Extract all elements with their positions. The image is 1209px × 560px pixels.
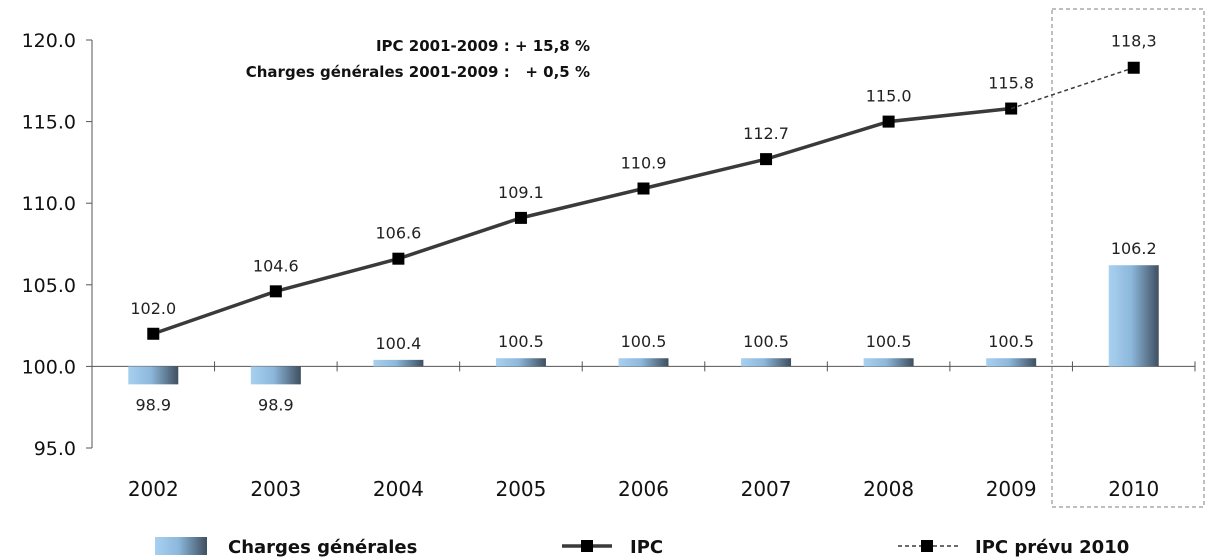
legend-swatch-bar <box>155 537 207 555</box>
annotation-charges: Charges générales 2001-2009 : + 0,5 % <box>246 63 590 81</box>
y-tick-label: 95.0 <box>34 438 76 460</box>
bar-data-label: 106.2 <box>1111 239 1157 258</box>
bar-charges-generales <box>373 359 424 367</box>
annotation-ipc: IPC 2001-2009 : + 15,8 % <box>376 37 590 55</box>
ipc-data-label: 106.6 <box>375 224 421 243</box>
ipc-line-path <box>152 106 1012 336</box>
bars-charges-generales: 98.9 98.9 100.4 100.5 100.5 100.5 100.5 100.5 10… <box>128 239 1159 414</box>
legend: Charges générales IPC IPC prévu 2010 <box>155 537 1129 558</box>
legend-item-ipc-prevu: IPC prévu 2010 <box>898 537 1129 558</box>
ipc-marker <box>147 327 160 340</box>
x-tick-label: 2005 <box>495 477 546 501</box>
bar-charges-generales <box>1108 265 1159 367</box>
ipc-forecast-path <box>1010 67 1134 110</box>
ipc-marker <box>269 285 282 298</box>
legend-label-charges-generales: Charges générales <box>228 537 417 558</box>
ipc-marker <box>882 115 895 128</box>
y-tick-label: 100.0 <box>22 356 76 378</box>
bar-charges-generales <box>128 366 179 385</box>
bar-charges-generales <box>250 366 301 385</box>
x-tick-label: 2010 <box>1108 477 1159 501</box>
ipc-data-label: 104.6 <box>253 256 299 275</box>
bar-charges-generales <box>863 358 914 367</box>
bar-data-label: 98.9 <box>135 395 171 414</box>
forecast-highlight-box <box>1051 8 1205 508</box>
x-tick-label: 2006 <box>618 477 669 501</box>
ipc-data-label: 115.0 <box>866 87 912 106</box>
bar-data-label: 100.5 <box>743 332 789 351</box>
x-tick-label: 2007 <box>741 477 792 501</box>
ipc-data-label: 115.8 <box>988 74 1034 93</box>
y-axis: 120.0 115.0 110.0 105.0 100.0 95.0 <box>22 30 93 460</box>
ipc-data-label: 102.0 <box>130 299 176 318</box>
ipc-data-label: 109.1 <box>498 183 544 202</box>
ipc-marker <box>760 153 773 166</box>
x-axis: 2002 2003 2004 2005 2006 2007 2008 2009 2010 <box>91 361 1196 501</box>
ipc-forecast-marker <box>1127 61 1140 74</box>
bar-charges-generales <box>618 358 669 367</box>
bar-charges-generales <box>741 358 792 367</box>
y-tick-label: 105.0 <box>22 275 76 297</box>
legend-label-ipc-prevu: IPC prévu 2010 <box>975 537 1129 558</box>
bar-data-label: 100.4 <box>375 334 421 353</box>
ipc-data-label: 112.7 <box>743 124 789 143</box>
ipc-data-label: 110.9 <box>621 154 667 173</box>
bar-charges-generales <box>495 358 546 367</box>
x-tick-label: 2003 <box>250 477 301 501</box>
legend-item-ipc: IPC <box>562 537 663 558</box>
x-tick-label: 2002 <box>128 477 179 501</box>
legend-swatch-ipc-marker <box>581 540 593 552</box>
bar-data-label: 100.5 <box>498 332 544 351</box>
x-tick-label: 2004 <box>373 477 424 501</box>
x-tick-label: 2008 <box>863 477 914 501</box>
bar-data-label: 100.5 <box>988 332 1034 351</box>
bar-data-label: 100.5 <box>866 332 912 351</box>
legend-label-ipc: IPC <box>630 537 663 558</box>
ipc-marker <box>514 211 527 224</box>
bar-data-label: 100.5 <box>621 332 667 351</box>
bar-data-label: 98.9 <box>258 395 294 414</box>
line-ipc-forecast: 118,3 <box>1010 32 1157 110</box>
ipc-marker <box>392 252 405 265</box>
bar-charges-generales <box>986 358 1037 367</box>
ipc-marker <box>637 182 650 195</box>
ipc-forecast-data-label: 118,3 <box>1111 32 1157 51</box>
y-tick-label: 115.0 <box>22 112 76 134</box>
x-tick-label: 2009 <box>986 477 1037 501</box>
legend-item-charges-generales: Charges générales <box>155 537 417 558</box>
line-ipc: 102.0 104.6 106.6 109.1 110.9 112.7 115.0 115.8 <box>130 74 1034 340</box>
y-tick-label: 110.0 <box>22 193 76 215</box>
legend-swatch-ipc-prevu-marker <box>921 540 933 552</box>
y-tick-label: 120.0 <box>22 30 76 52</box>
